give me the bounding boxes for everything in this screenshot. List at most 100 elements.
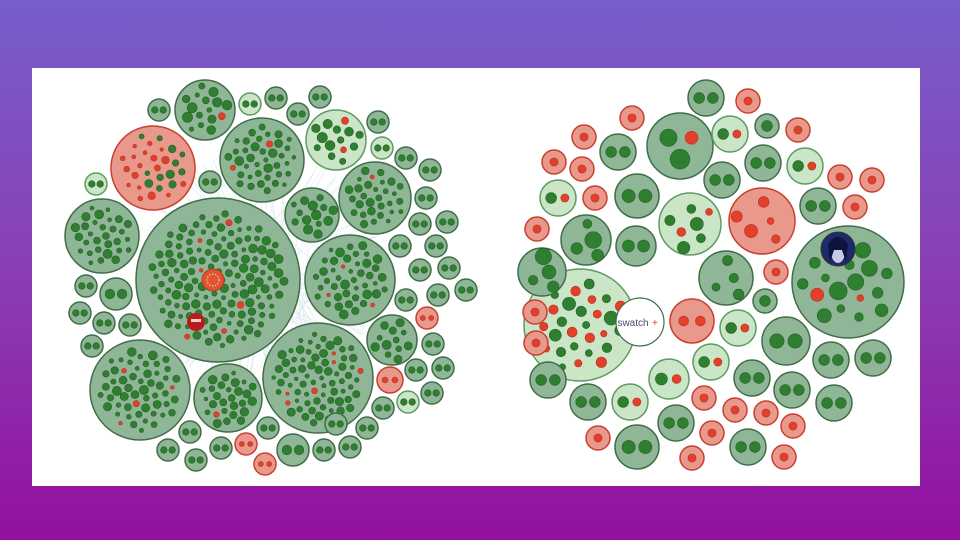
cluster-green[interactable]	[338, 161, 412, 235]
node-green[interactable]	[412, 266, 420, 274]
node-green[interactable]	[72, 309, 80, 317]
node-green[interactable]	[286, 407, 296, 417]
node-green[interactable]	[257, 321, 265, 328]
node-green[interactable]	[268, 424, 276, 432]
node-red[interactable]	[197, 238, 203, 243]
node-green[interactable]	[433, 340, 441, 348]
group-green[interactable]	[733, 359, 771, 397]
node-green[interactable]	[355, 130, 364, 139]
node-green[interactable]	[277, 378, 285, 387]
group-green[interactable]	[454, 278, 478, 302]
node-green[interactable]	[420, 220, 428, 228]
group-green[interactable]	[569, 383, 607, 421]
node-red[interactable]	[548, 304, 559, 315]
node-green[interactable]	[248, 243, 258, 254]
node-green[interactable]	[278, 152, 285, 159]
node-green[interactable]	[245, 273, 255, 282]
group-red[interactable]	[691, 385, 717, 411]
node-green[interactable]	[212, 299, 222, 309]
node-red[interactable]	[835, 172, 845, 182]
node-red[interactable]	[744, 224, 758, 238]
group-red[interactable]	[524, 216, 550, 242]
node-green[interactable]	[111, 255, 120, 265]
node-red[interactable]	[587, 295, 597, 304]
node-green[interactable]	[355, 261, 361, 267]
node-red[interactable]	[590, 193, 600, 203]
node-green[interactable]	[728, 273, 739, 283]
node-green[interactable]	[761, 120, 773, 132]
group-green[interactable]	[371, 396, 395, 420]
node-green[interactable]	[370, 218, 377, 225]
node-green[interactable]	[137, 378, 144, 385]
node-green[interactable]	[382, 188, 389, 195]
node-red[interactable]	[766, 217, 775, 225]
node-green[interactable]	[330, 267, 336, 273]
node-green[interactable]	[167, 310, 176, 319]
node-green[interactable]	[638, 189, 653, 203]
node-green[interactable]	[216, 223, 226, 232]
node-green[interactable]	[357, 269, 365, 277]
node-red[interactable]	[758, 196, 770, 208]
group-red[interactable]	[585, 425, 611, 451]
node-green[interactable]	[118, 228, 125, 235]
node-green[interactable]	[86, 282, 94, 290]
node-green[interactable]	[327, 396, 335, 404]
node-green[interactable]	[165, 249, 174, 258]
node-green[interactable]	[138, 133, 145, 140]
node-red[interactable]	[793, 125, 803, 135]
node-green[interactable]	[364, 180, 373, 189]
node-green[interactable]	[174, 323, 181, 330]
node-green[interactable]	[854, 312, 864, 322]
node-green[interactable]	[246, 153, 255, 163]
node-green[interactable]	[279, 276, 289, 286]
group-red[interactable]	[842, 194, 868, 220]
node-green[interactable]	[147, 379, 155, 387]
node-green[interactable]	[118, 357, 124, 363]
node-green[interactable]	[408, 366, 416, 374]
node-green[interactable]	[836, 304, 846, 313]
group-red[interactable]	[376, 366, 404, 394]
node-red[interactable]	[230, 164, 236, 171]
node-green[interactable]	[360, 192, 368, 200]
node-green[interactable]	[308, 406, 316, 415]
node-red[interactable]	[132, 400, 140, 408]
node-green[interactable]	[750, 157, 762, 169]
node-green[interactable]	[213, 333, 222, 342]
node-green[interactable]	[88, 180, 96, 188]
node-green[interactable]	[340, 388, 346, 394]
node-green[interactable]	[344, 300, 353, 309]
node-green[interactable]	[351, 306, 360, 315]
group-green[interactable]	[408, 258, 432, 282]
cluster-light[interactable]	[305, 109, 367, 171]
node-green[interactable]	[214, 243, 222, 251]
node-green[interactable]	[273, 162, 281, 169]
node-red[interactable]	[311, 387, 318, 395]
node-green[interactable]	[125, 247, 132, 253]
node-green[interactable]	[102, 383, 110, 391]
node-green[interactable]	[307, 339, 313, 345]
node-green[interactable]	[874, 303, 889, 318]
node-green[interactable]	[319, 404, 327, 411]
node-green[interactable]	[400, 242, 408, 250]
group-green[interactable]	[394, 288, 418, 312]
node-red[interactable]	[331, 351, 336, 356]
node-green[interactable]	[172, 159, 180, 167]
node-green[interactable]	[116, 288, 128, 300]
node-green[interactable]	[321, 358, 329, 367]
node-green[interactable]	[432, 389, 440, 397]
node-green[interactable]	[268, 94, 276, 102]
node-green[interactable]	[127, 359, 133, 365]
node-green[interactable]	[211, 254, 220, 263]
node-green[interactable]	[86, 250, 93, 257]
node-green[interactable]	[182, 292, 190, 301]
node-red[interactable]	[159, 147, 164, 152]
node-green[interactable]	[124, 383, 133, 393]
node-green[interactable]	[348, 269, 354, 274]
node-green[interactable]	[203, 329, 209, 335]
cluster-green[interactable]	[560, 214, 612, 266]
node-green[interactable]	[753, 372, 765, 384]
node-green[interactable]	[871, 287, 884, 299]
node-green[interactable]	[103, 402, 113, 412]
node-green[interactable]	[601, 342, 613, 353]
node-green[interactable]	[178, 168, 186, 176]
